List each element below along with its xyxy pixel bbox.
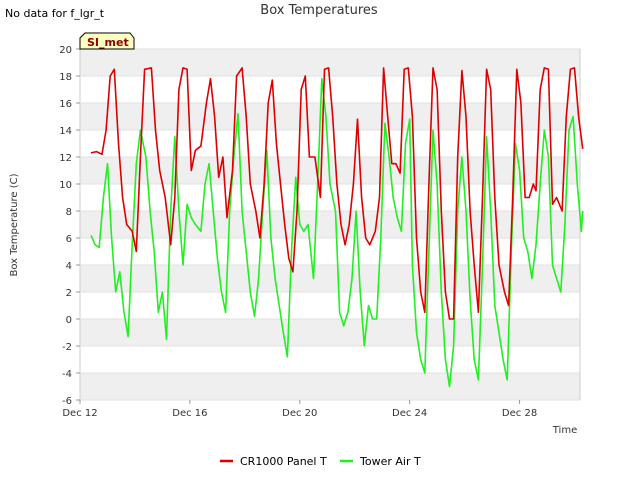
y-tick-label: 2 xyxy=(66,288,72,299)
no-data-note: No data for f_lgr_t xyxy=(5,7,105,20)
background-band xyxy=(80,265,580,292)
background-band xyxy=(80,373,580,400)
legend: CR1000 Panel T Tower Air T xyxy=(220,455,421,468)
y-tick-label: 10 xyxy=(59,180,72,191)
y-tick-label: -6 xyxy=(62,396,72,407)
y-tick-label: -4 xyxy=(62,369,72,380)
background-bands xyxy=(80,49,580,400)
y-axis: -6 -4 -2 0 2 4 6 8 10 12 14 16 18 20 xyxy=(59,45,580,407)
y-tick-label: 20 xyxy=(59,45,72,56)
y-tick-label: 6 xyxy=(66,234,72,245)
x-tick-label: Dec 16 xyxy=(172,408,207,419)
y-tick-label: 0 xyxy=(66,315,72,326)
site-badge: SI_met xyxy=(79,32,135,50)
y-tick-label: -2 xyxy=(62,342,72,353)
y-tick-label: 16 xyxy=(59,99,72,110)
background-band xyxy=(80,49,580,76)
background-band xyxy=(80,103,580,130)
legend-label-panel: CR1000 Panel T xyxy=(240,455,327,468)
site-badge-label: SI_met xyxy=(87,36,129,49)
background-band xyxy=(80,211,580,238)
series-lines xyxy=(90,67,584,388)
series-line-panel xyxy=(90,67,584,320)
background-band xyxy=(80,319,580,346)
x-tick-label: Dec 24 xyxy=(392,408,427,419)
x-tick-label: Dec 28 xyxy=(502,408,537,419)
y-tick-label: 18 xyxy=(59,72,72,83)
y-tick-label: 8 xyxy=(66,207,72,218)
legend-label-air: Tower Air T xyxy=(359,455,421,468)
y-axis-label: Box Temperature (C) xyxy=(9,173,20,276)
series-line-air xyxy=(90,77,584,388)
y-tick-label: 12 xyxy=(59,153,72,164)
x-axis: Dec 12 Dec 16 Dec 20 Dec 24 Dec 28 xyxy=(62,400,537,419)
y-tick-label: 14 xyxy=(59,126,72,137)
chart-title: Box Temperatures xyxy=(260,3,378,18)
x-axis-label: Time xyxy=(552,425,577,436)
x-tick-label: Dec 12 xyxy=(62,408,97,419)
x-tick-label: Dec 20 xyxy=(282,408,317,419)
y-tick-label: 4 xyxy=(66,261,72,272)
